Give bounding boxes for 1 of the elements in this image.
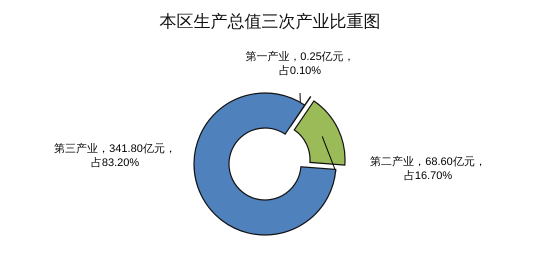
chart-title: 本区生产总值三次产业比重图 xyxy=(160,12,380,31)
